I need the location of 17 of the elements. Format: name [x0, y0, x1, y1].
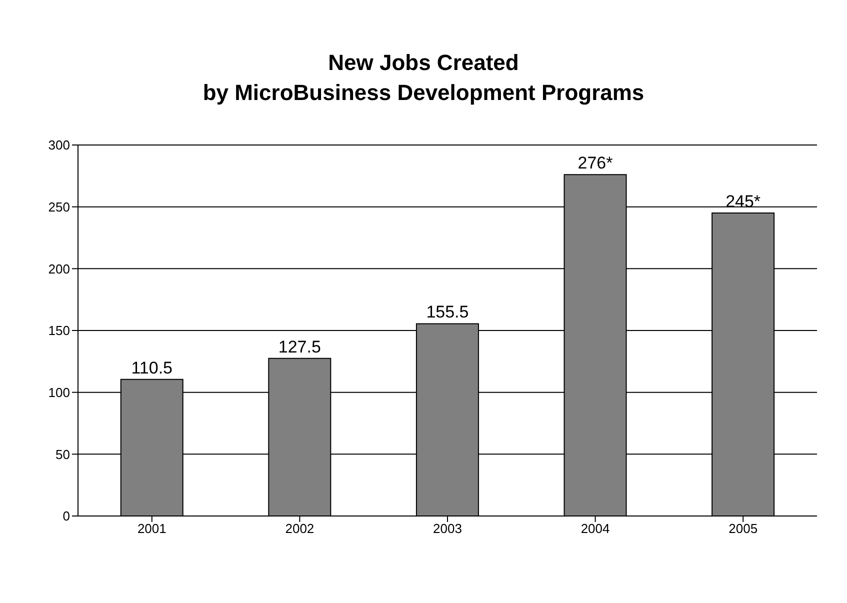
chart-title: New Jobs Created by MicroBusiness Development Programs	[202, 49, 646, 107]
y-tick-label: 100	[48, 384, 70, 400]
data-label: 276*	[578, 154, 614, 173]
y-tick-label: 250	[48, 199, 70, 214]
x-tick-label: 2005	[728, 521, 758, 536]
y-tick-label: 0	[62, 508, 70, 524]
y-tick-label: 150	[48, 323, 70, 338]
y-tick-label: 300	[48, 138, 70, 153]
x-tick-label: 2003	[433, 521, 462, 536]
y-tick-label: 200	[48, 261, 70, 276]
x-tick-label: 2004	[580, 521, 610, 536]
data-label: 110.5	[131, 358, 173, 378]
data-label: 155.5	[426, 302, 469, 322]
x-tick-label: 2001	[137, 521, 166, 536]
x-tick-label: 2002	[285, 521, 314, 536]
data-label: 127.5	[278, 337, 321, 356]
y-tick-label: 50	[56, 446, 70, 462]
